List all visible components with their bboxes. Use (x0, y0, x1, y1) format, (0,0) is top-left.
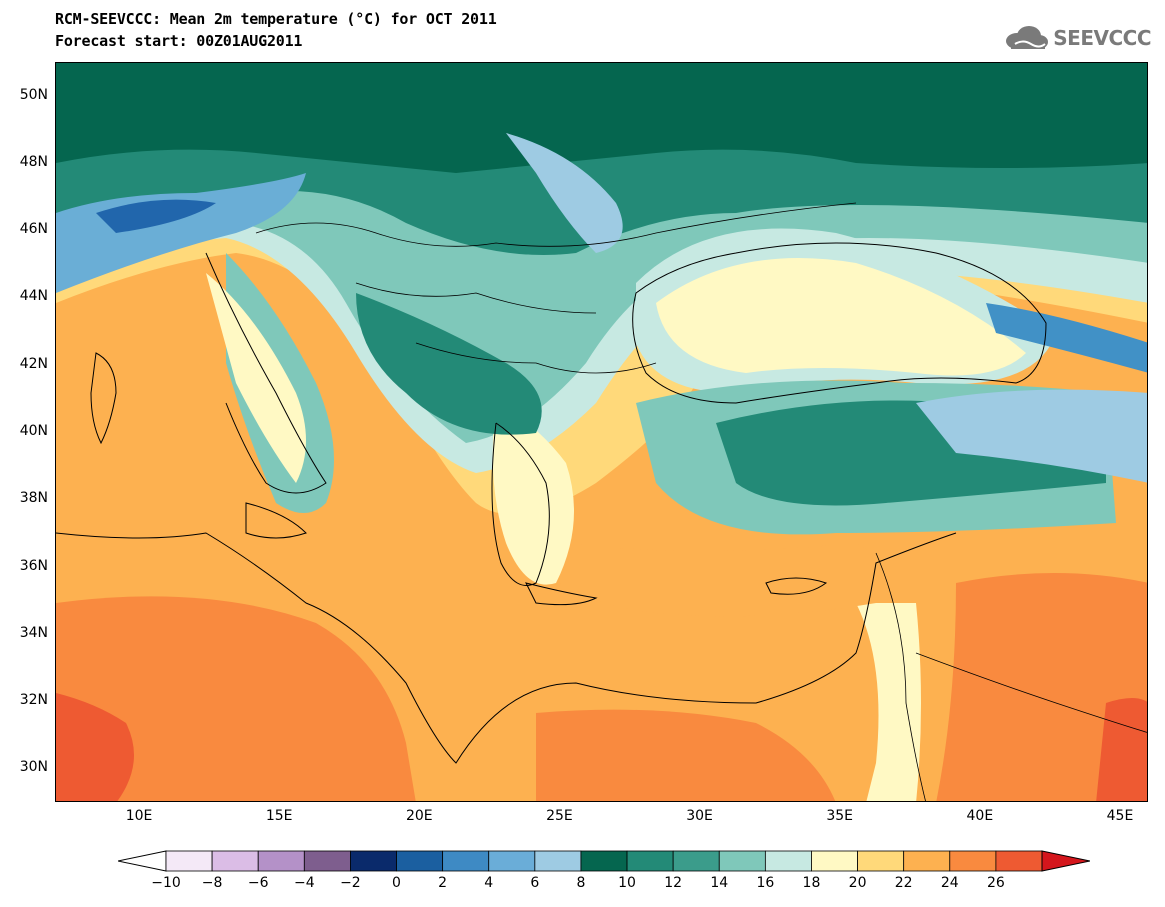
lon-tick-label: 20E (405, 808, 433, 824)
lon-tick-label: 15E (265, 808, 293, 824)
lon-tick-label: 30E (686, 808, 713, 824)
colorbar-label: 2 (438, 875, 448, 891)
colorbar-label: −2 (340, 875, 361, 891)
colorbar-label: 18 (802, 875, 821, 891)
colorbar-label: 24 (940, 875, 959, 891)
colorbar-label: 8 (576, 875, 586, 891)
logo-text: SEEVCCC (1053, 26, 1151, 50)
colorbar-swatch (165, 850, 213, 872)
colorbar-swatch (350, 850, 397, 872)
colorbar-swatch (211, 850, 259, 872)
colorbar-swatch (811, 850, 858, 872)
colorbar (117, 850, 1091, 872)
region-africa-hottest (56, 693, 134, 801)
region-alps-cold (56, 173, 306, 293)
colorbar-swatch (857, 850, 905, 872)
colorbar-label: −10 (151, 875, 181, 891)
lat-tick-label: 50N (19, 86, 48, 103)
colorbar-label: 6 (530, 875, 540, 891)
lat-tick-label: 32N (19, 692, 48, 709)
lon-tick-label: 25E (546, 808, 573, 824)
colorbar-swatch (995, 850, 1043, 872)
lat-tick-label: 44N (19, 288, 48, 305)
colorbar-swatch (257, 850, 305, 872)
colorbar-label: 14 (710, 875, 729, 891)
region-africa-hot (56, 596, 416, 801)
colorbar-svg (117, 850, 1091, 872)
colorbar-label: 4 (484, 875, 494, 891)
lon-tick-label: 10E (125, 808, 153, 824)
forecast-start-label: Forecast start: 00Z01AUG2011 (55, 32, 303, 50)
lon-tick-label: 45E (1106, 808, 1134, 824)
lat-tick-label: 42N (19, 355, 48, 372)
cloud-icon (1006, 26, 1049, 49)
lat-tick-label: 40N (19, 423, 48, 439)
region-greece-18 (492, 403, 574, 585)
colorbar-low-triangle (117, 850, 167, 872)
temperature-map (55, 62, 1148, 802)
lat-tick-label: 46N (19, 221, 48, 238)
colorbar-swatch (442, 850, 490, 872)
colorbar-label: 26 (986, 875, 1005, 891)
colorbar-swatch (672, 850, 720, 872)
country-borders (255, 202, 1147, 801)
region-carpathians (506, 133, 623, 253)
region-egypt-hot (536, 709, 836, 801)
region-arabia-hottest (1096, 698, 1147, 801)
region-europe-8 (56, 63, 1147, 173)
colorbar-label: −6 (247, 875, 269, 891)
colorbar-label: 16 (756, 875, 775, 891)
region-black-sea-18 (656, 258, 1026, 376)
colorbar-high-triangle (1041, 850, 1091, 872)
lat-tick-label: 30N (19, 759, 48, 776)
colorbar-label: 20 (848, 875, 867, 891)
coastlines (56, 242, 1047, 764)
lat-tick-label: 36N (19, 557, 48, 574)
colorbar-label: 12 (664, 875, 683, 891)
colorbar-swatch (580, 850, 628, 872)
colorbar-swatch (903, 850, 951, 872)
region-italy-18 (206, 273, 306, 483)
region-levant-cool (856, 603, 921, 801)
colorbar-label: 0 (392, 875, 401, 891)
map-canvas (56, 63, 1147, 801)
colorbar-swatch (396, 850, 444, 872)
colorbar-label: 10 (618, 875, 636, 891)
region-med-east (506, 533, 883, 617)
colorbar-swatch (626, 850, 674, 872)
colorbar-swatch (718, 850, 766, 872)
lon-tick-label: 40E (966, 808, 994, 824)
colorbar-swatch (764, 850, 812, 872)
lon-tick-label: 35E (826, 808, 854, 824)
colorbar-swatch (488, 850, 536, 872)
colorbar-label: −4 (293, 875, 315, 891)
colorbar-swatch (534, 850, 582, 872)
colorbar-swatch (303, 850, 351, 872)
map-title: RCM-SEEVCCC: Mean 2m temperature (°C) fo… (55, 10, 497, 28)
colorbar-label: −8 (201, 875, 223, 891)
seevccc-logo: SEEVCCC (1003, 24, 1151, 52)
region-balkans-10 (356, 293, 542, 435)
lat-tick-label: 48N (19, 153, 48, 170)
lat-tick-label: 38N (19, 490, 48, 507)
region-alps-coldest (96, 199, 216, 233)
region-caucasus-cold (986, 303, 1147, 373)
lat-tick-label: 34N (19, 624, 48, 641)
colorbar-label: 22 (894, 875, 913, 891)
region-arabia-hot (936, 573, 1147, 801)
region-east-turkey-cold (916, 389, 1147, 483)
colorbar-swatch (949, 850, 997, 872)
